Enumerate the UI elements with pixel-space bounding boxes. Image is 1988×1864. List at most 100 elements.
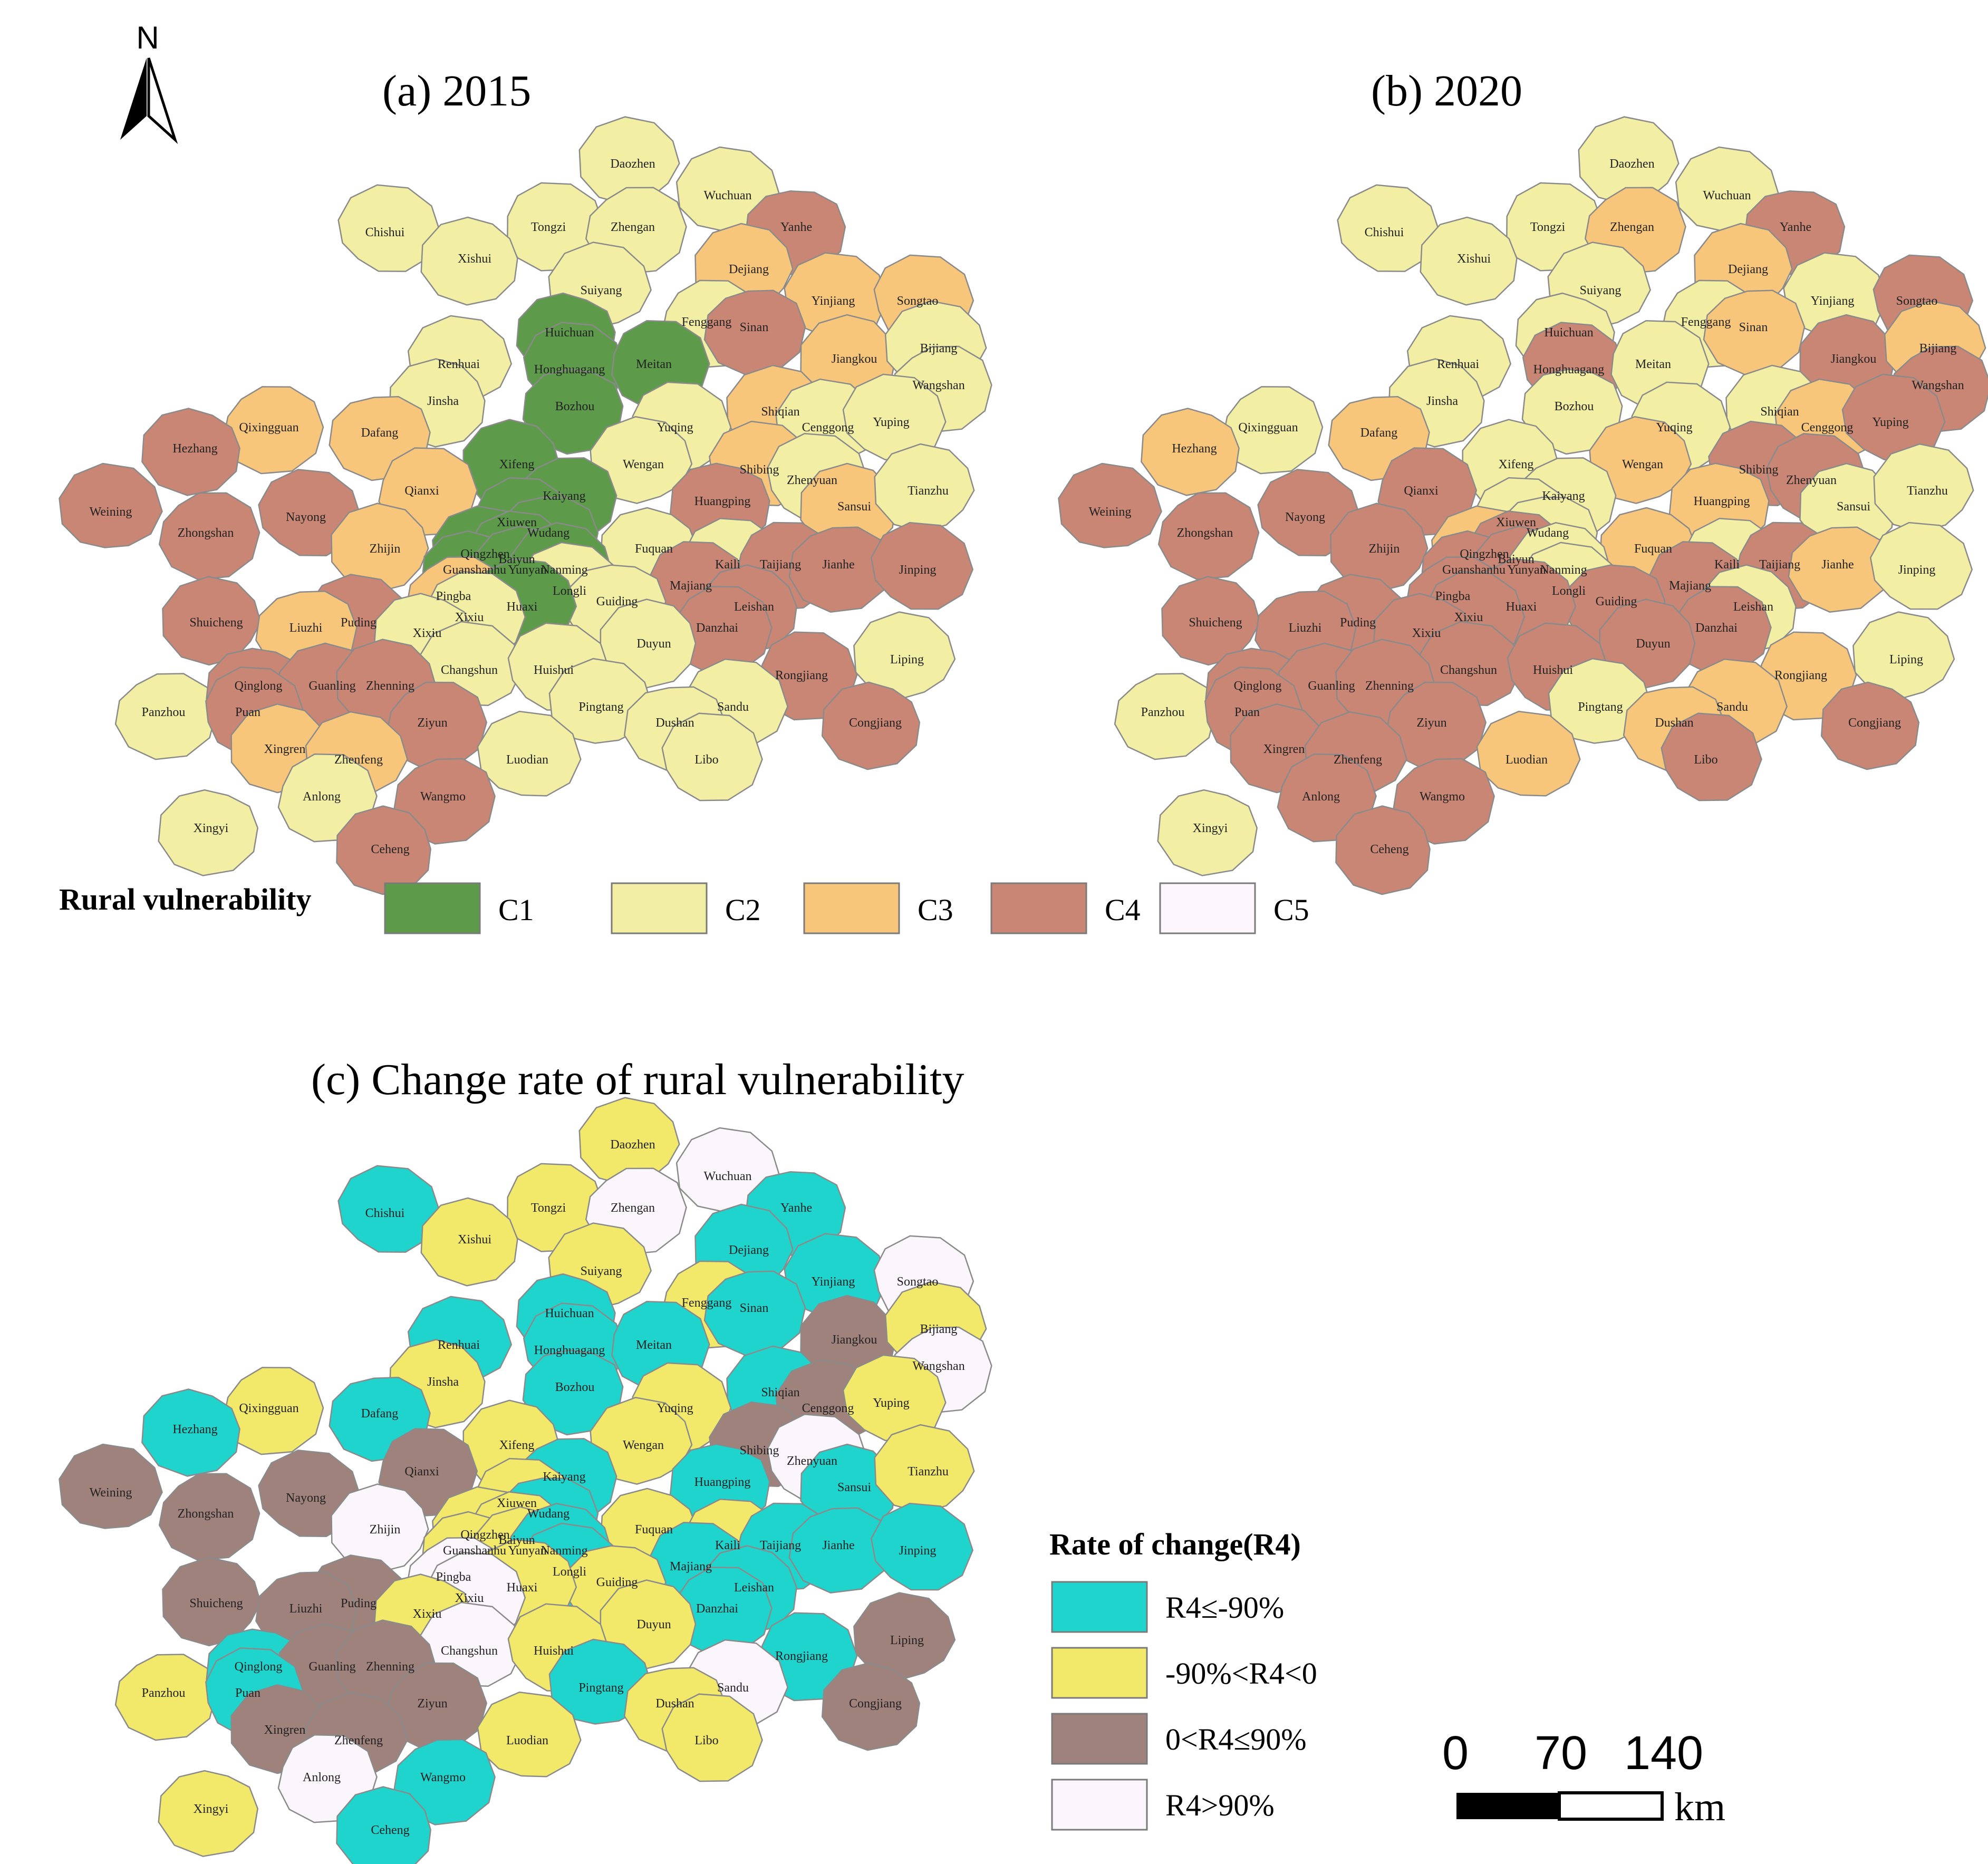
county-label-rongjiang: Rongjiang — [775, 669, 828, 682]
county-label-xingren: Xingren — [264, 742, 306, 756]
county-region-liping — [853, 1592, 956, 1681]
county-label-qinglong: Qinglong — [235, 1660, 283, 1674]
county-label-nanming: Nanming — [541, 1544, 587, 1558]
county-label-zhenyuan: Zhenyuan — [787, 474, 837, 487]
county-label-qianxi: Qianxi — [404, 484, 439, 498]
change-legend-label-c: 0<R4≤90% — [1165, 1722, 1307, 1756]
county-label-shibing: Shibing — [740, 1444, 779, 1457]
county-label-zhijin: Zhijin — [370, 542, 401, 556]
county-label-anlong: Anlong — [303, 1771, 341, 1784]
county-region-panzhou — [114, 1654, 217, 1741]
county-label-huichuan: Huichuan — [545, 1307, 594, 1320]
county-label-puding: Puding — [341, 1597, 377, 1610]
county-label-kaili: Kaili — [1714, 558, 1740, 572]
county-label-xifeng: Xifeng — [1499, 458, 1534, 471]
county-label-puan: Puan — [1234, 706, 1260, 719]
county-label-changshun: Changshun — [1440, 663, 1497, 677]
county-label-jinping: Jinping — [1898, 563, 1936, 577]
county-label-jianhe: Jianhe — [822, 1539, 854, 1552]
county-label-wengan: Wengan — [623, 1438, 664, 1452]
county-label-wudang: Wudang — [1527, 526, 1569, 540]
county-label-hezhang: Hezhang — [172, 1423, 217, 1436]
county-label-sinan: Sinan — [1739, 321, 1768, 334]
county-label-zhenyuan: Zhenyuan — [1786, 474, 1837, 487]
county-label-wangmo: Wangmo — [1420, 790, 1465, 804]
county-label-qinglong: Qinglong — [1234, 679, 1282, 693]
county-label-sansui: Sansui — [837, 1481, 871, 1494]
county-label-puan: Puan — [235, 706, 260, 719]
county-label-congjiang: Congjiang — [849, 1697, 902, 1711]
county-label-bozhou: Bozhou — [555, 1380, 595, 1394]
county-region-xingyi — [1157, 789, 1258, 876]
county-label-puding: Puding — [341, 616, 377, 630]
county-label-yuqing: Yuqing — [1656, 421, 1692, 434]
county-region-congjiang — [821, 681, 921, 770]
county-label-liping: Liping — [890, 653, 924, 667]
county-label-zhijin: Zhijin — [370, 1523, 401, 1537]
county-label-pingtang: Pingtang — [1578, 700, 1623, 714]
county-region-luodian — [1476, 710, 1581, 797]
county-label-suiyang: Suiyang — [1580, 284, 1622, 297]
county-label-xishui: Xishui — [458, 252, 491, 266]
county-label-guiding: Guiding — [596, 1576, 638, 1589]
county-label-rongjiang: Rongjiang — [1774, 669, 1827, 682]
county-label-jianhe: Jianhe — [822, 558, 854, 572]
county-label-panzhou: Panzhou — [142, 1686, 186, 1700]
county-label-xishui: Xishui — [458, 1233, 491, 1247]
scale-bar-black-segment — [1456, 1793, 1559, 1819]
county-label-longli: Longli — [553, 584, 586, 598]
county-label-jinsha: Jinsha — [1426, 394, 1458, 408]
county-label-panzhou: Panzhou — [1141, 706, 1185, 719]
county-label-huangping: Huangping — [694, 495, 751, 508]
county-label-wangshan: Wangshan — [1912, 379, 1964, 392]
county-label-pingtang: Pingtang — [578, 700, 623, 714]
county-label-tongzi: Tongzi — [531, 220, 566, 234]
county-label-yanhe: Yanhe — [780, 1201, 812, 1215]
county-region-chishui — [337, 184, 441, 272]
change-legend-label-a: R4≤-90% — [1165, 1590, 1284, 1625]
county-label-baiyun: Baiyun — [498, 553, 535, 566]
change-legend-swatch-a — [1051, 1581, 1148, 1633]
county-label-xixiu: Xixiu — [413, 1607, 442, 1621]
county-region-hezhang — [141, 408, 240, 496]
county-label-songtao: Songtao — [897, 1275, 939, 1289]
county-label-dafang: Dafang — [361, 426, 399, 440]
county-label-jianhe: Jianhe — [1821, 558, 1854, 572]
county-label-wudang: Wudang — [527, 526, 570, 540]
change-legend: Rate of change(R4) R4≤-90% -90%<R4<0 0<R4≤… — [1049, 1527, 1317, 1831]
county-label-honghuagang: Honghuagang — [534, 363, 605, 376]
county-label-honghuagang: Honghuagang — [1533, 363, 1605, 376]
county-label-xingyi: Xingyi — [194, 822, 229, 835]
county-label-dafang: Dafang — [1360, 426, 1398, 440]
county-label-panzhou: Panzhou — [142, 706, 186, 719]
county-label-anlong: Anlong — [1302, 790, 1340, 804]
scale-bar: 0 70 140 km — [1442, 1727, 1725, 1829]
vulnerability-legend-title: Rural vulnerability — [59, 882, 312, 916]
county-label-shibing: Shibing — [1739, 463, 1779, 477]
county-label-jiangkou: Jiangkou — [832, 352, 877, 366]
county-label-xishui: Xishui — [1457, 252, 1491, 266]
county-label-duyun: Duyun — [636, 1618, 671, 1631]
county-label-luodian: Luodian — [1506, 753, 1548, 767]
scale-tick-0: 0 — [1442, 1727, 1469, 1780]
county-region-libo — [1661, 712, 1762, 801]
county-label-leishan: Leishan — [734, 600, 774, 614]
county-label-baiyun: Baiyun — [498, 1533, 535, 1547]
county-region-jinping — [870, 521, 974, 610]
county-label-guanling: Guanling — [1308, 679, 1355, 693]
county-label-xixiu: Xixiu — [1454, 611, 1483, 624]
county-label-taijiang: Taijiang — [760, 1539, 801, 1552]
county-label-huishui: Huishui — [534, 663, 574, 677]
county-label-yinjiang: Yinjiang — [812, 294, 855, 308]
county-label-wengan: Wengan — [623, 458, 664, 471]
county-label-sinan: Sinan — [740, 1301, 769, 1315]
county-label-sandu: Sandu — [717, 700, 749, 714]
county-label-zhenning: Zhenning — [366, 1660, 414, 1674]
county-label-dafang: Dafang — [361, 1407, 399, 1421]
county-label-bijiang: Bijiang — [920, 1322, 958, 1336]
county-label-ceheng: Ceheng — [371, 1823, 409, 1837]
county-label-guiding: Guiding — [1596, 595, 1637, 609]
county-label-xixiu: Xixiu — [1412, 626, 1441, 640]
county-label-fenggang: Fenggang — [1681, 315, 1731, 329]
